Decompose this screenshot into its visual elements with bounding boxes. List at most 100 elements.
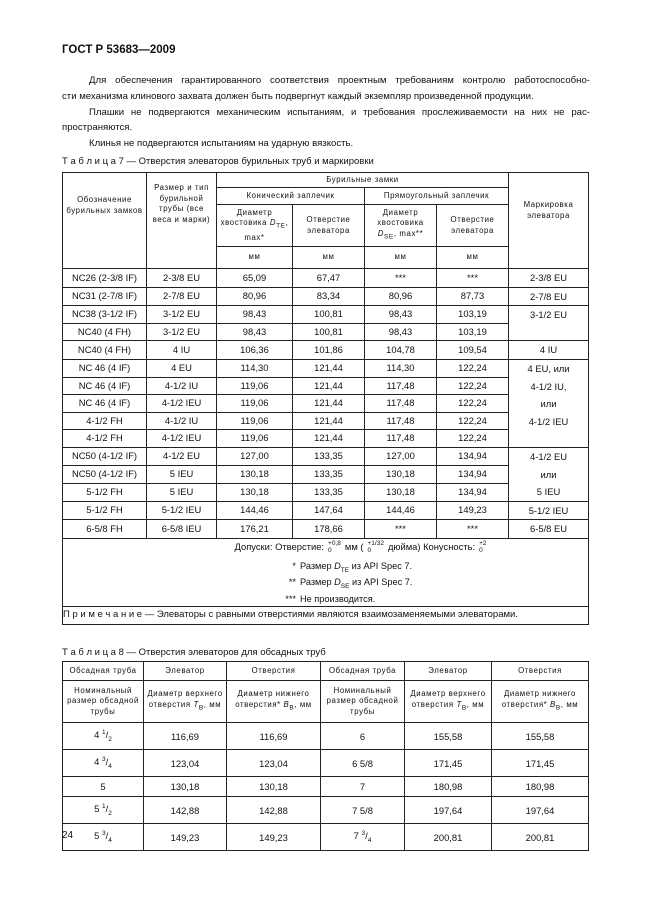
cell-text: 4-1/2 IU <box>164 379 199 391</box>
table-cell: 98,43 <box>364 322 437 342</box>
table-cell: 4-1/2 IU <box>146 376 217 396</box>
table-caption: Т а б л и ц а 7 — Отверстия элеваторов б… <box>62 156 374 167</box>
table-cell: 144,46 <box>364 500 437 521</box>
cell-text: 122,24 <box>458 379 487 391</box>
table-cell: 6-5/8 EU <box>508 519 590 539</box>
table-row: NC50 (4-1/2 IF) 5 IEU 130,18 133,35 130,18 13… <box>62 464 589 484</box>
sub: TE <box>276 223 286 231</box>
cell-text: 4-1/2 FH <box>86 414 123 426</box>
marking-text: 4 IU <box>539 344 558 356</box>
table-cell: 98,43 <box>364 305 437 324</box>
cell-text: 5-1/2 IEU <box>161 504 202 516</box>
symbol: D <box>334 577 341 588</box>
symbol: B <box>283 699 290 709</box>
table-cell: 6-5/8 FH <box>62 519 147 539</box>
suffix: , мм <box>466 699 485 709</box>
cell-text: 4-1/2 IU <box>164 414 199 426</box>
marking-line: или <box>509 395 588 413</box>
cell-text: 106,36 <box>240 343 269 355</box>
table-cell: 104,78 <box>364 340 437 360</box>
cell-text: 144,46 <box>386 504 415 516</box>
table-cell: 5 1/2 <box>62 796 144 824</box>
marking-text: 2-3/8 EU <box>530 272 568 283</box>
cell-text: 98,43 <box>388 325 413 337</box>
table-cell: *** <box>364 268 437 288</box>
text: Не производится. <box>300 594 376 605</box>
square-bore: Отверстие элеватора <box>450 215 495 235</box>
sub: 2 <box>108 810 112 817</box>
table-cell: NC38 (3-1/2 IF) <box>62 305 147 324</box>
table-cell: 5-1/2 IEU <box>146 500 217 521</box>
marking-text: или <box>540 468 557 480</box>
symbol: T <box>456 699 462 709</box>
table-cell: 171,45 <box>404 749 492 777</box>
cell-text: 142,88 <box>170 804 200 816</box>
table-cell: 121,44 <box>292 429 365 448</box>
cell-text: 100,81 <box>314 308 343 320</box>
cell-text: 98,43 <box>388 308 413 320</box>
table-cell: 117,48 <box>364 429 437 448</box>
cell-text: 114,30 <box>240 361 269 373</box>
table-cell: 87,73 <box>435 286 510 307</box>
table-cell: 80,96 <box>364 286 437 307</box>
paragraph-line: Плашки не подвергаются механическим испы… <box>62 105 590 121</box>
table-cell: 133,35 <box>292 464 365 484</box>
cell-text: 133,35 <box>314 468 343 480</box>
sub: SE <box>340 583 350 591</box>
table-row: NC31 (2-7/8 IF) 2-7/8 EU 80,96 83,34 80,96 87… <box>62 286 590 307</box>
header-cell: Диаметр хвостовика DTE, max* <box>216 204 293 247</box>
cell-text: 101,86 <box>314 343 343 355</box>
header-text: Номинальный размер обсадной трубы <box>326 685 399 716</box>
header-cell: Отверстие элеватора <box>292 204 365 247</box>
unit: мм <box>466 252 479 262</box>
table-cell: 116,69 <box>226 722 321 750</box>
table-cell: 116,69 <box>143 722 227 750</box>
footnote: * Размер DTE из API Spec 7. <box>278 560 588 577</box>
cell-text: 149,23 <box>259 831 288 843</box>
header-cell: мм <box>216 246 293 269</box>
cell-text: 3-1/2 EU <box>163 325 200 337</box>
table-cell: 98,43 <box>216 305 293 324</box>
text: Диаметр верхнего отверстия <box>147 689 223 709</box>
table-cell: 130,18 <box>364 464 437 484</box>
sup: 1 <box>101 729 106 736</box>
table-cell: 130,18 <box>216 464 293 484</box>
cell-text: 4-1/2 IEU <box>161 397 202 409</box>
cell-text: 119,06 <box>240 379 269 391</box>
table-cell: 4-1/2 IU <box>146 411 217 431</box>
table-cell: 2-7/8 EU <box>146 286 217 307</box>
table-cell: 103,19 <box>435 322 510 342</box>
cell-text: 103,19 <box>458 325 487 337</box>
table-cell: 149,23 <box>435 500 510 521</box>
table-row: NC50 (4-1/2 IF) 4-1/2 EU 127,00 133,35 127,0… <box>62 446 590 502</box>
table-cell: 122,24 <box>435 411 510 431</box>
header-cell: Обсадная труба <box>62 661 144 681</box>
cell-text: 130,18 <box>240 485 269 497</box>
paragraph-line-text: Плашки не подвергаются механическим испы… <box>89 106 590 118</box>
marking-text: 2-7/8 EU <box>530 290 568 302</box>
table-cell: 176,21 <box>216 519 293 539</box>
header-cell: мм <box>364 246 437 269</box>
table-cell: NC31 (2-7/8 IF) <box>62 286 147 307</box>
table-cell: 6 5/8 <box>320 749 405 777</box>
cell-text: 116,69 <box>171 730 199 742</box>
note: П р и м е ч а н и е — Элеваторы с равным… <box>63 609 518 621</box>
paragraph-line-text: Клинья не подвергаются испытаниям на уда… <box>89 138 354 150</box>
table-cell: 4 EU, или 4-1/2 IU, или 4-1/2 IEU <box>508 358 590 448</box>
hole: +0,8 0 <box>328 540 341 554</box>
sub: 4 <box>367 837 372 844</box>
cell-text: 103,19 <box>458 308 487 320</box>
symbol: D <box>377 228 384 238</box>
header-cell: Обозначение бурильных замков <box>62 172 147 269</box>
cell-text: 133,35 <box>314 485 343 497</box>
table: Обсадная труба Элеватор Отверстия Обсадная … <box>62 661 589 851</box>
header-cell: Прямоугольный заплечик <box>363 187 510 205</box>
cell-text: 6 5/8 <box>352 757 373 769</box>
text: Диаметр нижнего отверстия* <box>501 689 576 709</box>
slash: / <box>105 830 109 842</box>
cell-text: 4-1/2 FH <box>86 432 123 444</box>
table-cell: 121,44 <box>292 376 365 396</box>
cell-text: 180,98 <box>525 781 555 792</box>
cell-text: NC 46 (4 IF) <box>78 397 131 409</box>
paragraph-line: Для обеспечения гарантированного соответ… <box>62 73 590 89</box>
